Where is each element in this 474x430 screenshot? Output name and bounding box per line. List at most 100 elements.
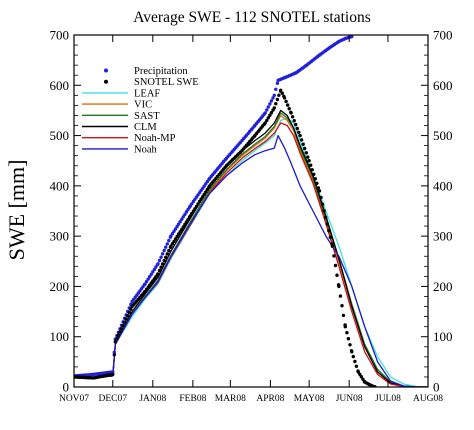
data-point <box>306 155 310 159</box>
y-tick-label-left: 200 <box>50 279 70 294</box>
data-point <box>157 268 162 273</box>
data-point <box>353 359 357 364</box>
x-tick-label: JUL08 <box>375 394 401 404</box>
y-axis-label: SWE [mm] <box>4 160 29 261</box>
data-point <box>164 245 168 249</box>
data-point <box>181 225 185 229</box>
data-point <box>116 333 121 337</box>
data-point <box>345 331 349 335</box>
data-point <box>272 93 276 98</box>
data-point <box>315 181 319 185</box>
data-point <box>170 242 175 246</box>
y-tick-label-left: 0 <box>63 380 70 395</box>
y-tick-label-right: 500 <box>433 128 453 143</box>
data-point <box>162 258 166 263</box>
data-point <box>274 102 278 106</box>
data-point <box>324 215 328 220</box>
data-point <box>196 202 200 206</box>
legend-item-clm: CLM <box>82 122 157 133</box>
data-point <box>144 279 149 284</box>
legend-marker <box>104 68 108 73</box>
data-point <box>320 202 325 206</box>
data-point <box>269 111 274 115</box>
series-line-leaf <box>74 117 428 387</box>
data-point <box>332 254 336 258</box>
data-point <box>160 262 165 266</box>
y-tick-label-right: 100 <box>433 329 453 344</box>
data-point <box>176 222 181 226</box>
data-point <box>274 87 278 92</box>
chart-title: Average SWE - 112 SNOTEL stations <box>133 9 370 26</box>
data-point <box>290 115 295 119</box>
data-point <box>335 273 339 277</box>
x-tick-label: AUG08 <box>413 394 443 404</box>
data-point <box>356 370 360 374</box>
data-point <box>202 192 206 196</box>
data-point <box>148 275 152 279</box>
data-point <box>350 350 354 354</box>
data-point <box>193 207 197 211</box>
data-point <box>348 343 352 347</box>
data-point <box>268 102 272 106</box>
data-point <box>112 350 117 354</box>
legend-item-sast: SAST <box>82 111 160 122</box>
data-point <box>156 262 160 266</box>
data-point <box>162 248 166 253</box>
data-point <box>263 111 267 115</box>
y-tick-label-left: 400 <box>50 178 70 193</box>
data-point <box>325 222 329 226</box>
data-point <box>351 354 355 359</box>
data-point <box>121 323 125 328</box>
series-dots-precipitation <box>74 35 354 378</box>
data-point <box>286 103 290 107</box>
data-point <box>328 235 332 239</box>
y-tick-label-left: 600 <box>50 78 70 93</box>
x-tick-label: JUN08 <box>336 394 363 404</box>
legend-item-noah-mp: Noah-MP <box>82 133 176 144</box>
data-point <box>287 107 291 111</box>
data-point <box>269 99 274 103</box>
data-point <box>280 91 284 96</box>
axes-layer: 0 0 100 100 200 200 300 300 400 400 500 500 600 600 70… <box>50 28 453 405</box>
data-point <box>350 35 354 39</box>
y-tick-label-right: 300 <box>433 229 453 244</box>
data-point <box>156 272 160 276</box>
legend-label: SAST <box>134 111 160 122</box>
data-point <box>295 126 299 131</box>
data-point <box>184 210 189 214</box>
data-point <box>149 272 153 276</box>
data-point <box>159 255 163 259</box>
data-point <box>299 138 304 142</box>
data-point <box>119 327 124 331</box>
data-point <box>275 97 280 102</box>
data-point <box>346 337 351 341</box>
y-tick-label-right: 700 <box>433 28 453 43</box>
data-point <box>298 133 302 138</box>
data-point <box>313 177 317 181</box>
legend-label: CLM <box>134 122 157 133</box>
data-point <box>173 237 178 241</box>
data-point <box>165 242 169 246</box>
data-point <box>330 244 335 248</box>
data-point <box>266 116 270 120</box>
data-point <box>199 197 203 201</box>
y-tick-label-left: 700 <box>50 28 70 43</box>
y-tick-label-left: 300 <box>50 229 70 244</box>
data-point <box>294 122 298 127</box>
data-point <box>113 340 118 344</box>
data-point <box>277 93 281 97</box>
x-tick-label: DEC07 <box>99 394 128 404</box>
data-point <box>301 142 305 146</box>
legend-label: VIC <box>134 100 152 111</box>
series-layer <box>74 35 428 387</box>
data-point <box>317 189 322 193</box>
data-point <box>322 209 326 213</box>
data-point <box>271 96 275 100</box>
legend-label: Noah-MP <box>134 133 176 144</box>
data-point <box>359 375 363 379</box>
data-point <box>205 187 209 192</box>
data-point <box>316 186 321 190</box>
data-point <box>170 232 175 236</box>
data-point <box>354 364 359 368</box>
data-point <box>129 307 133 311</box>
